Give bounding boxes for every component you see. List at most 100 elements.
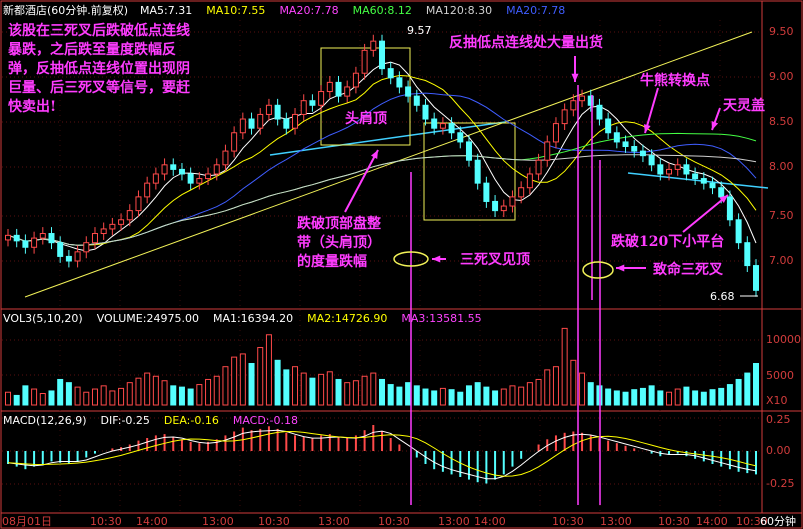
candle-body — [474, 159, 481, 184]
candle-body — [379, 40, 385, 70]
anno-line: 该股在三死叉后跌破低点连线 — [8, 23, 190, 39]
volume-bar — [57, 378, 64, 406]
legend-item: MA10:7.55 — [206, 4, 266, 17]
axis-tick-label: -0.25 — [766, 477, 795, 490]
axis-tick-label: 0.25 — [766, 413, 791, 426]
volume-bar — [753, 363, 759, 406]
axis-tick-label: 8.00 — [769, 160, 794, 173]
candle-body — [753, 265, 759, 291]
volume-bar — [422, 388, 429, 406]
candle-body — [465, 141, 472, 161]
annotation-sky-cover: 天灵盖 — [723, 98, 765, 114]
volume-bar — [526, 382, 533, 406]
volume-bar — [109, 390, 116, 406]
fatal-cross-circle — [582, 261, 614, 279]
volume-bar — [144, 372, 151, 406]
candle-body — [309, 100, 316, 106]
volume-bar — [544, 369, 551, 406]
legend-item: DIF:-0.25 — [100, 414, 150, 427]
candle-body — [335, 81, 342, 97]
neckline — [269, 121, 506, 156]
volume-bar — [91, 388, 98, 406]
candle-body — [405, 86, 412, 97]
volume-bar — [83, 391, 90, 406]
candle-body — [292, 113, 299, 129]
legend-item: MACD(12,26,9) — [3, 414, 87, 427]
candle-body — [283, 118, 290, 129]
death-cross-circle — [393, 251, 429, 267]
legend-item: MACD:-0.18 — [232, 414, 298, 427]
volume-bar — [326, 371, 333, 406]
arrow-platform-head — [719, 195, 728, 203]
candle-body — [570, 100, 577, 111]
volume-bar — [300, 372, 307, 406]
axis-tick-label: 13:00 — [202, 515, 234, 528]
volume-bar — [552, 366, 559, 406]
candle-body — [13, 234, 20, 242]
volume-bar — [265, 334, 272, 406]
volume-bar — [579, 372, 586, 406]
ma10-line — [7, 74, 757, 246]
candle-body — [222, 150, 229, 166]
period-label: 60分钟 — [760, 515, 796, 528]
volume-bar — [135, 377, 142, 406]
dea-line — [7, 430, 757, 477]
volume-bar — [335, 378, 342, 406]
axis-tick-label: 10:30 — [736, 515, 768, 528]
anno-line: 弹，反抽低点连线位置出现阴 — [8, 61, 190, 77]
volume-bar — [31, 388, 38, 406]
volume-bar — [379, 378, 385, 406]
candle-body — [561, 109, 568, 125]
candle-body — [587, 95, 594, 106]
volume-bar — [283, 369, 290, 406]
candle-body — [657, 164, 664, 175]
candle-body — [639, 150, 646, 157]
volume-bar — [483, 386, 490, 406]
arrow-fatal-head — [616, 264, 625, 272]
price-low-mark: 6.68 — [710, 290, 735, 303]
axis-tick-label: 14:00 — [696, 515, 728, 528]
arrow-platform — [682, 194, 729, 233]
candle-body — [100, 228, 107, 235]
trend-line-yellow — [24, 31, 753, 298]
volume-bar — [213, 375, 220, 406]
candle-body — [344, 86, 351, 97]
legend-item: DEA:-0.16 — [163, 414, 219, 427]
candle-body — [152, 173, 159, 184]
axis-tick-label: 10:30 — [90, 515, 122, 528]
candle-body — [709, 182, 716, 189]
annotation-break-platform: 跌破120下小平台 — [611, 234, 725, 250]
target-box — [423, 122, 516, 221]
volume-bar — [457, 391, 464, 406]
candle-body — [118, 219, 125, 225]
candle-body — [265, 104, 272, 115]
candle-body — [492, 200, 499, 212]
axis-tick-label: 8.50 — [769, 115, 794, 128]
volume-bar — [666, 391, 673, 406]
volume-bar — [361, 375, 368, 406]
candle-body — [613, 132, 620, 143]
volume-bar — [500, 388, 507, 406]
volume-bar — [239, 353, 246, 406]
candle-body — [674, 164, 681, 170]
axis-tick-label: 10:30 — [258, 515, 290, 528]
volume-bar — [5, 391, 11, 406]
volume-bar — [178, 386, 185, 406]
candle-body — [161, 164, 168, 175]
volume-bar — [274, 359, 281, 406]
volume-bar — [431, 390, 438, 406]
annotation-rebound-volume: 反抽低点连线处大量出货 — [449, 35, 603, 51]
anno-line: 巨量、后三死叉等信号，要赶 — [8, 80, 190, 96]
axis-tick-label: 9.00 — [769, 70, 794, 83]
volume-bar — [292, 366, 299, 406]
candle-body — [448, 123, 455, 134]
candle-body — [666, 168, 673, 175]
candle-body — [31, 237, 38, 248]
platform-line — [627, 172, 769, 189]
volume-bar — [231, 356, 238, 406]
annotation-bull-bear: 牛熊转换点 — [640, 73, 710, 89]
candle-body — [718, 187, 725, 198]
volume-bar — [413, 385, 420, 406]
candle-body — [274, 104, 281, 120]
candle-body — [231, 132, 238, 152]
